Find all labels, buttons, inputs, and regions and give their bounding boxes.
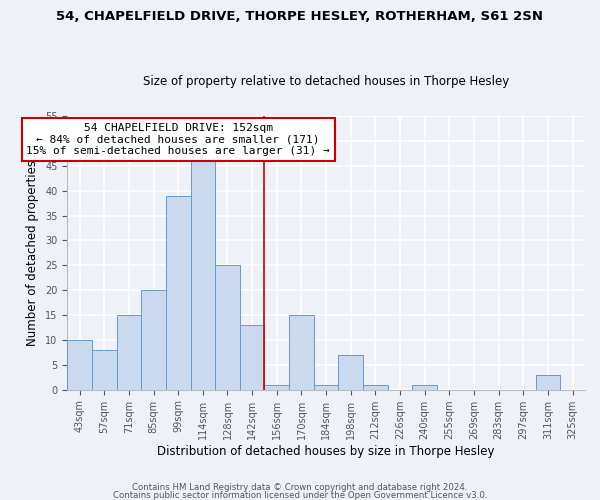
Bar bbox=[191, 161, 215, 390]
Bar bbox=[92, 350, 116, 390]
Bar bbox=[116, 315, 141, 390]
Bar bbox=[314, 384, 338, 390]
Bar bbox=[166, 196, 191, 390]
Text: 54, CHAPELFIELD DRIVE, THORPE HESLEY, ROTHERHAM, S61 2SN: 54, CHAPELFIELD DRIVE, THORPE HESLEY, RO… bbox=[56, 10, 544, 23]
Bar bbox=[363, 384, 388, 390]
Bar bbox=[536, 375, 560, 390]
Text: Contains HM Land Registry data © Crown copyright and database right 2024.: Contains HM Land Registry data © Crown c… bbox=[132, 484, 468, 492]
Bar bbox=[67, 340, 92, 390]
Text: Contains public sector information licensed under the Open Government Licence v3: Contains public sector information licen… bbox=[113, 490, 487, 500]
Text: 54 CHAPELFIELD DRIVE: 152sqm
← 84% of detached houses are smaller (171)
15% of s: 54 CHAPELFIELD DRIVE: 152sqm ← 84% of de… bbox=[26, 123, 330, 156]
Bar bbox=[338, 355, 363, 390]
Bar bbox=[240, 325, 265, 390]
Bar bbox=[412, 384, 437, 390]
Title: Size of property relative to detached houses in Thorpe Hesley: Size of property relative to detached ho… bbox=[143, 76, 509, 88]
X-axis label: Distribution of detached houses by size in Thorpe Hesley: Distribution of detached houses by size … bbox=[157, 444, 495, 458]
Y-axis label: Number of detached properties: Number of detached properties bbox=[26, 160, 40, 346]
Bar bbox=[215, 266, 240, 390]
Bar bbox=[265, 384, 289, 390]
Bar bbox=[141, 290, 166, 390]
Bar bbox=[289, 315, 314, 390]
